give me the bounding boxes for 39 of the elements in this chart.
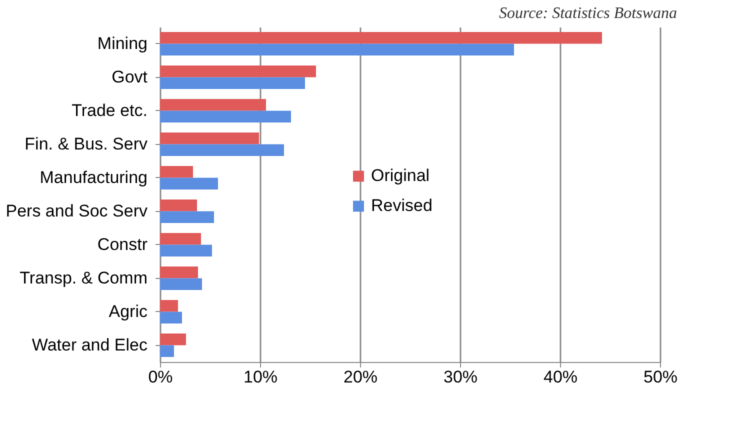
bar	[160, 334, 186, 346]
bar	[160, 345, 174, 357]
bar	[160, 32, 602, 44]
y-tick-label: Pers and Soc Serv	[6, 201, 148, 220]
x-tick-label: 40%	[543, 368, 578, 386]
y-tick-label: Manufacturing	[40, 168, 148, 187]
bar	[160, 178, 218, 190]
bar	[160, 233, 201, 245]
y-tick-label: Constr	[97, 234, 148, 254]
bar	[160, 110, 291, 122]
x-tick-label: 50%	[643, 368, 678, 386]
bar	[160, 200, 197, 212]
x-tick-label: 30%	[443, 368, 478, 386]
bar	[160, 244, 212, 256]
bar	[160, 99, 266, 111]
x-tick-label: 10%	[243, 368, 278, 386]
bar	[160, 300, 178, 312]
legend-label: Original	[371, 166, 430, 186]
bar	[160, 132, 259, 144]
y-tick-label: Fin. & Bus. Serv	[24, 134, 148, 154]
bar	[160, 211, 214, 223]
y-tick-label: Agric	[108, 302, 148, 321]
y-tick-label: Transp. & Comm	[20, 268, 148, 288]
legend-label: Revised	[371, 196, 432, 216]
y-tick-label: Water and Elec	[32, 335, 148, 354]
y-tick-label: Govt	[112, 67, 148, 86]
y-tick-label: Mining	[97, 34, 148, 53]
bar	[160, 144, 284, 156]
bar	[160, 77, 305, 89]
source-note: Source: Statistics Botswana	[498, 5, 678, 22]
bar	[160, 266, 198, 278]
bar	[160, 166, 193, 178]
bar	[160, 312, 182, 324]
y-tick-label: Trade etc.	[72, 100, 148, 120]
bar	[160, 278, 202, 290]
x-tick-label: 20%	[343, 368, 378, 386]
x-tick-label: 0%	[148, 368, 173, 386]
bar	[160, 66, 316, 78]
bar	[160, 44, 514, 56]
